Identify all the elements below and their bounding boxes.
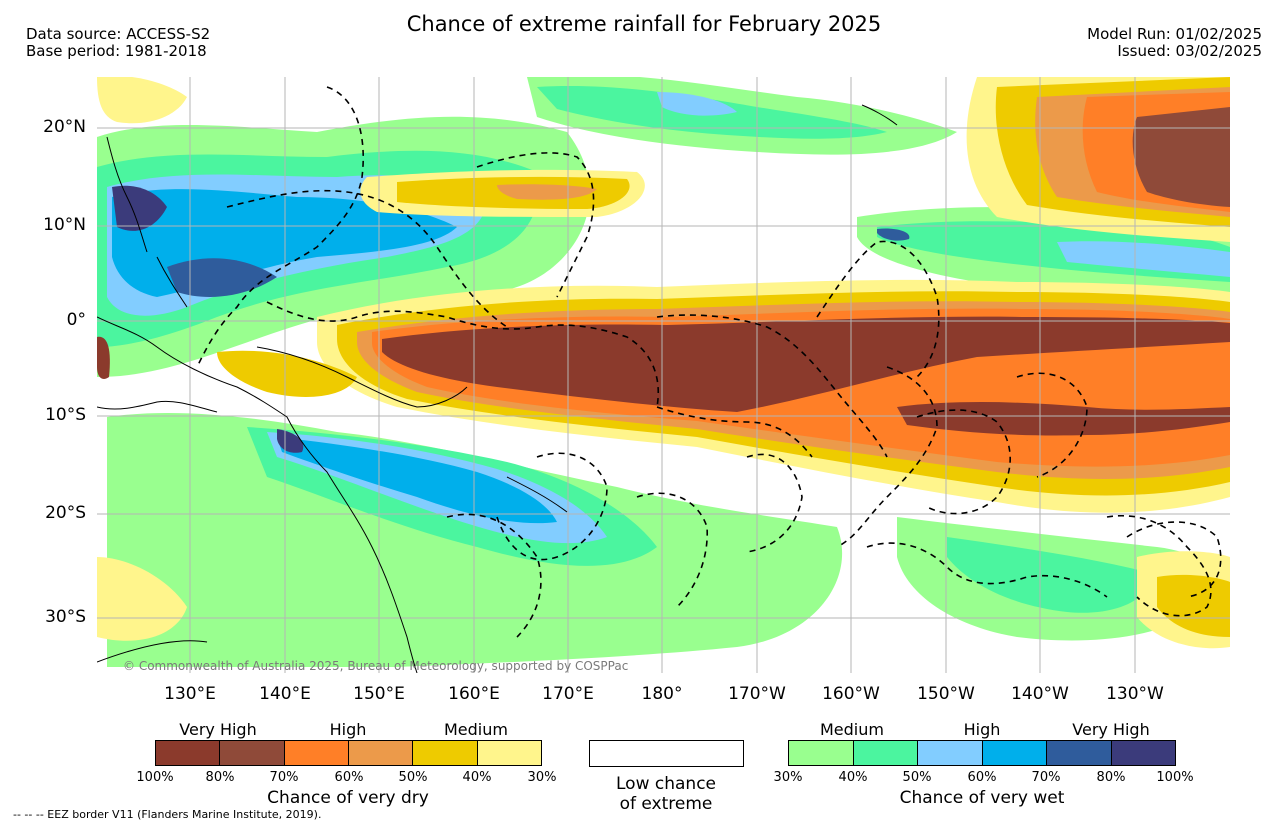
wet-swatch — [789, 741, 854, 765]
lat-label-10n: 10°N — [43, 215, 86, 235]
wet-category-medium: Medium — [820, 720, 884, 739]
wet-swatch — [1111, 741, 1175, 765]
dry-tick: 50% — [398, 770, 428, 785]
dry-colorbar — [155, 740, 542, 766]
dry-swatch — [284, 741, 349, 765]
eez-borders — [196, 86, 1222, 638]
lon-label-150e: 150°E — [353, 684, 405, 704]
wet-tick: 100% — [1156, 770, 1194, 785]
dry-tick: 80% — [205, 770, 235, 785]
wet-tick: 70% — [1031, 770, 1061, 785]
wet-tick: 40% — [838, 770, 868, 785]
wet-tick: 80% — [1096, 770, 1126, 785]
lon-label-140w: 140°W — [1011, 684, 1069, 704]
dry-category-medium: Medium — [444, 720, 508, 739]
model-run-text: Model Run: 01/02/2025 — [1087, 25, 1262, 43]
dry-tick: 60% — [334, 770, 364, 785]
dry-swatch — [156, 741, 221, 765]
dry-regions — [97, 77, 1230, 649]
lat-label-30s: 30°S — [45, 607, 86, 627]
model-run-block: Model Run: 01/02/2025 Issued: 03/02/2025 — [1087, 26, 1262, 60]
dry-tick: 30% — [527, 770, 557, 785]
lat-label-10s: 10°S — [45, 405, 86, 425]
map-title: Chance of extreme rainfall for February … — [406, 12, 882, 36]
low-chance-line1: Low chance — [616, 774, 716, 794]
dry-tick: 100% — [136, 770, 174, 785]
lon-label-130e: 130°E — [164, 684, 216, 704]
base-period-text: Base period: 1981-2018 — [26, 42, 207, 60]
wet-tick: 30% — [773, 770, 803, 785]
low-chance-swatch — [589, 740, 744, 767]
eez-border-note: -- -- -- EEZ border V11 (Flanders Marine… — [13, 808, 322, 821]
copyright-notice: © Commonwealth of Australia 2025, Bureau… — [123, 659, 629, 673]
coastlines — [97, 104, 898, 673]
dry-category-very-high: Very High — [179, 720, 257, 739]
dry-swatch — [348, 741, 414, 765]
dry-legend-caption: Chance of very dry — [267, 788, 429, 808]
lon-label-160e: 160°E — [448, 684, 500, 704]
low-chance-caption: Low chance of extreme — [566, 774, 766, 814]
low-chance-line2: of extreme — [619, 794, 713, 814]
wet-tick: 50% — [902, 770, 932, 785]
graticule — [97, 77, 1230, 673]
dry-swatch — [413, 741, 478, 765]
wet-tick: 60% — [967, 770, 997, 785]
dry-tick: 40% — [462, 770, 492, 785]
rainfall-map — [97, 77, 1230, 673]
lon-label-160w: 160°W — [822, 684, 880, 704]
dry-tick: 70% — [269, 770, 299, 785]
wet-swatch — [1047, 741, 1112, 765]
wet-legend-caption: Chance of very wet — [899, 788, 1065, 808]
lat-label-20s: 20°S — [45, 503, 86, 523]
dry-swatch — [477, 741, 541, 765]
lon-label-150w: 150°W — [917, 684, 975, 704]
issued-text: Issued: 03/02/2025 — [1117, 42, 1262, 60]
lon-label-170e: 170°E — [542, 684, 594, 704]
wet-swatch — [918, 741, 983, 765]
lon-label-140e: 140°E — [259, 684, 311, 704]
data-source-block: Data source: ACCESS-S2 Base period: 1981… — [26, 26, 210, 60]
lon-label-180: 180° — [641, 684, 683, 704]
dry-swatch — [220, 741, 285, 765]
wet-category-very-high: Very High — [1072, 720, 1150, 739]
wet-colorbar — [788, 740, 1176, 766]
data-source-text: Data source: ACCESS-S2 — [26, 25, 211, 43]
wet-swatch — [982, 741, 1047, 765]
lon-label-130w: 130°W — [1106, 684, 1164, 704]
lon-label-170w: 170°W — [728, 684, 786, 704]
lat-label-equator: 0° — [66, 310, 86, 330]
wet-swatch — [853, 741, 918, 765]
lat-label-20n: 20°N — [43, 117, 86, 137]
wet-category-high: High — [963, 720, 1001, 739]
dry-category-high: High — [329, 720, 367, 739]
